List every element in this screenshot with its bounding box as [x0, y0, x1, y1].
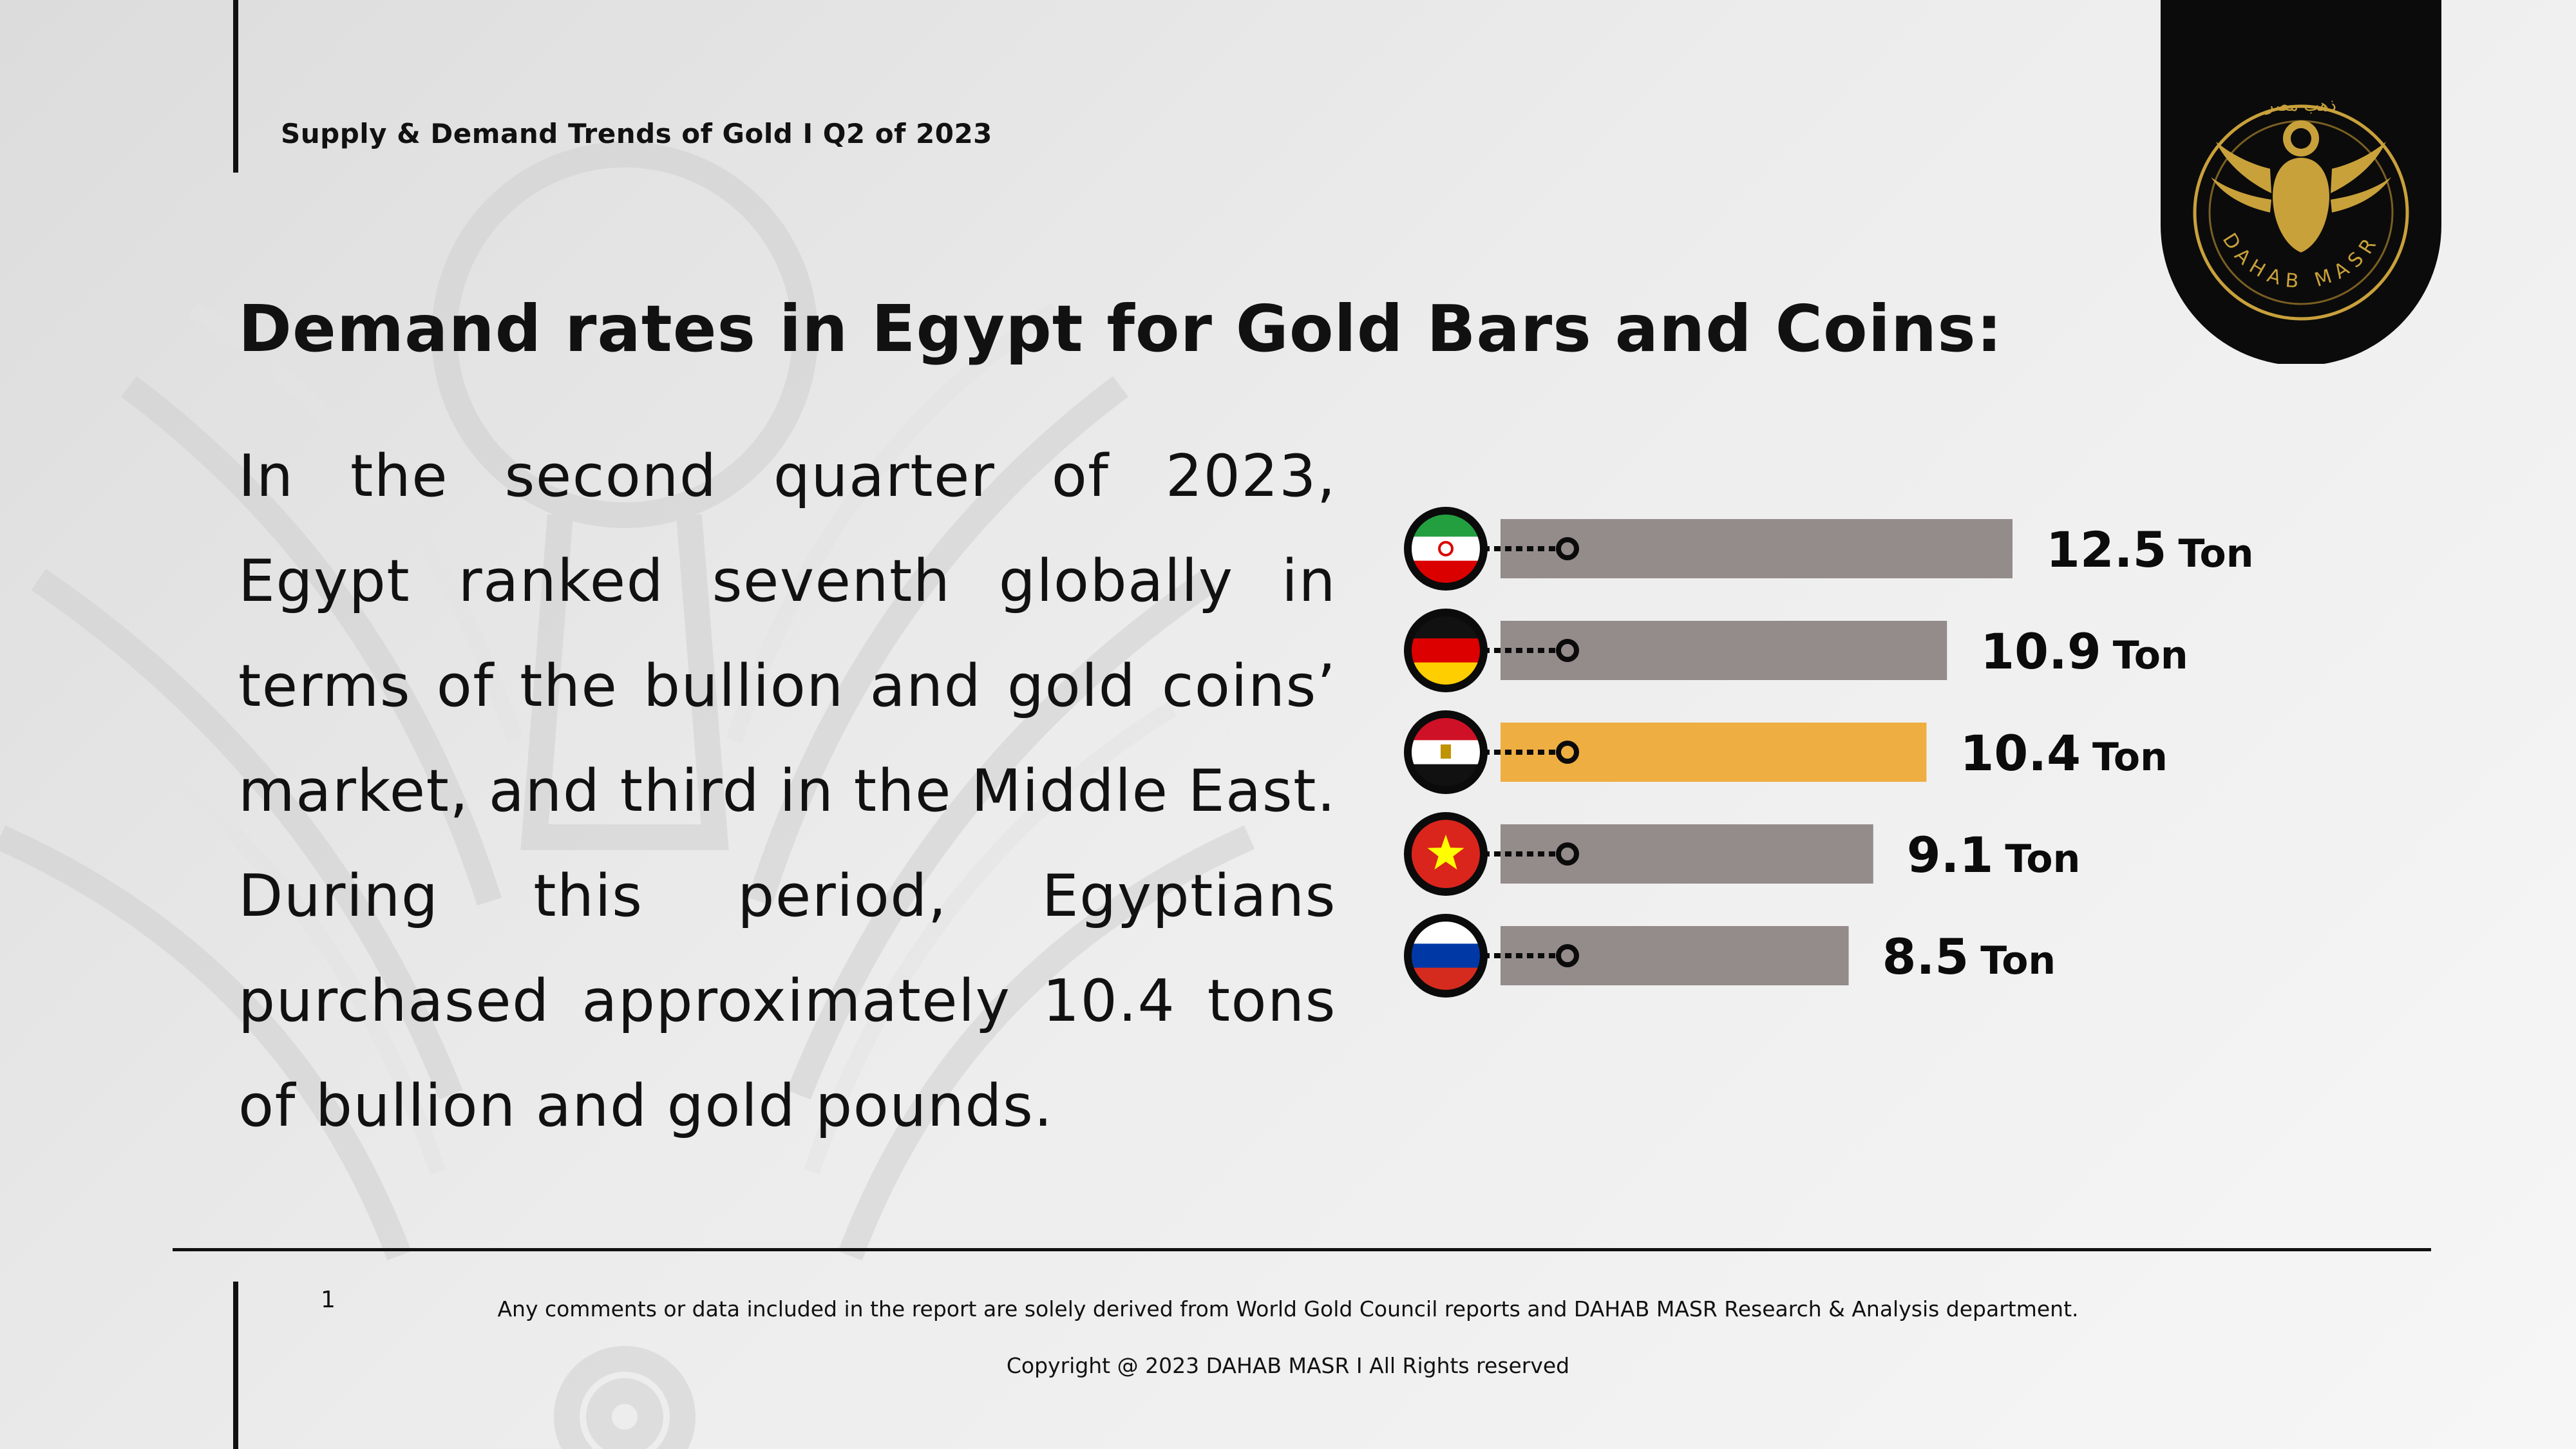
- chart-row-russia: 8.5 Ton: [1404, 914, 2056, 998]
- chart-row-iran: 12.5 Ton: [1404, 507, 2253, 591]
- data-label: 10.4 Ton: [1960, 724, 2167, 782]
- data-label-value: 8.5: [1882, 928, 1969, 985]
- footer-divider: [173, 1248, 2431, 1251]
- chart-row-germany: 10.9 Ton: [1404, 609, 2188, 692]
- bar-connector: [1483, 537, 1579, 560]
- logo-arabic-wordmark: ذهب مصر: [2264, 96, 2336, 115]
- footer-copyright: Copyright @ 2023 DAHAB MASR I All Rights…: [1006, 1353, 1570, 1378]
- data-label: 9.1 Ton: [1907, 826, 2081, 884]
- dahab-masr-logo: DAHAB MASR ذهب مصر: [2161, 0, 2441, 364]
- data-label-value: 9.1: [1907, 826, 1994, 884]
- bar-vietnam: [1501, 824, 1873, 884]
- egypt-flag-icon: [1404, 710, 1488, 794]
- data-label-unit: Ton: [2179, 531, 2254, 576]
- body-paragraph: In the second quarter of 2023, Egypt ran…: [238, 442, 1336, 1140]
- data-label-value: 10.9: [1980, 623, 2101, 680]
- data-label-unit: Ton: [2113, 633, 2188, 678]
- footer-disclaimer: Any comments or data included in the rep…: [497, 1296, 2079, 1321]
- vietnam-flag-icon: [1404, 812, 1488, 896]
- data-label: 10.9 Ton: [1980, 623, 2188, 680]
- data-label-value: 12.5: [2046, 521, 2167, 578]
- bar-germany: [1501, 621, 1947, 680]
- watermark-emblem: [0, 142, 1255, 1449]
- page-title: Demand rates in Egypt for Gold Bars and …: [238, 291, 2003, 366]
- data-label-unit: Ton: [1980, 938, 2056, 983]
- bar-egypt: [1501, 723, 1927, 782]
- footer-accent-line: [233, 1282, 238, 1449]
- germany-flag-icon: [1404, 609, 1488, 692]
- chart-row-vietnam: 9.1 Ton: [1404, 812, 2081, 896]
- bar-iran: [1501, 519, 2012, 578]
- page-number: 1: [321, 1287, 336, 1313]
- bar-connector: [1483, 944, 1579, 967]
- iran-flag-icon: [1404, 507, 1488, 591]
- data-label: 8.5 Ton: [1882, 928, 2056, 985]
- russia-flag-icon: [1404, 914, 1488, 998]
- header-accent-line: [233, 0, 238, 173]
- data-label-unit: Ton: [2092, 735, 2168, 780]
- data-label-value: 10.4: [1960, 724, 2081, 782]
- chart-row-egypt: 10.4 Ton: [1404, 710, 2168, 794]
- data-label: 12.5 Ton: [2046, 521, 2253, 578]
- bar-connector: [1483, 741, 1579, 764]
- bar-connector: [1483, 842, 1579, 866]
- bar-connector: [1483, 639, 1579, 662]
- report-title: Supply & Demand Trends of Gold I Q2 of 2…: [281, 118, 992, 149]
- data-label-unit: Ton: [2005, 837, 2080, 882]
